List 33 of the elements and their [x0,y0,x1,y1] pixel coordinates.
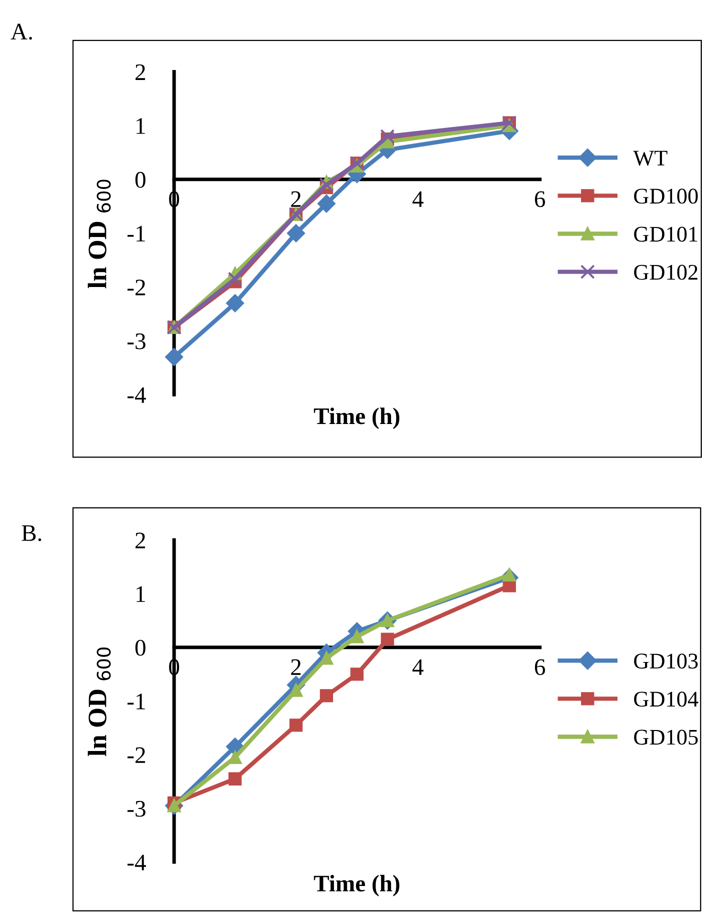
x-tick-label: 2 [291,659,301,675]
x-tick-label: 4 [412,191,424,207]
x-tick-label: 2 [291,191,301,207]
legend-label: GD100 [634,188,698,204]
legend-label: GD101 [634,226,698,242]
x-axis-title: Time (h) [314,874,400,896]
y-tick-label: 0 [135,640,146,656]
y-axis-title: ln OD $_{600}$ [88,648,111,756]
y-tick-label: 1 [136,118,145,134]
x-tick-label: 6 [534,191,546,208]
y-tick-label: 2 [136,64,146,80]
legend-label: GD104 [634,692,698,707]
y-tick-label: 1 [136,586,145,602]
y-tick-label: -2 [128,747,146,763]
y-tick-label: 0 [135,172,146,188]
legend-label: GD102 [634,264,698,280]
x-axis-title: Time (h) [314,408,400,430]
x-tick-label: 6 [534,659,546,676]
legend-label: GD105 [634,730,698,745]
y-tick-label: 2 [136,532,146,548]
chart-title: A. [10,24,32,40]
y-tick-label: -2 [128,280,146,296]
y-tick-label: -4 [128,854,146,870]
y-tick-label: -3 [128,800,146,817]
y-tick-label: -1 [128,694,145,710]
y-tick-label: -3 [128,333,146,350]
y-tick-label: -1 [128,226,145,242]
legend-label: GD103 [634,654,698,669]
y-axis-title: ln OD $_{600}$ [88,180,111,288]
x-tick-label: 4 [412,659,424,675]
y-tick-label: -4 [128,387,146,403]
chart-title: B. [22,525,42,542]
legend-label: WT [633,150,668,166]
